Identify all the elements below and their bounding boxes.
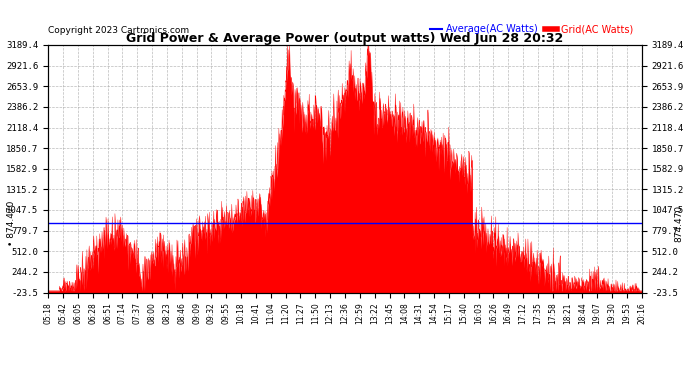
Title: Grid Power & Average Power (output watts) Wed Jun 28 20:32: Grid Power & Average Power (output watts… <box>126 32 564 45</box>
Text: 874.470: 874.470 <box>674 205 683 242</box>
Text: Copyright 2023 Cartronics.com: Copyright 2023 Cartronics.com <box>48 26 190 35</box>
Legend: Average(AC Watts), Grid(AC Watts): Average(AC Watts), Grid(AC Watts) <box>426 20 637 38</box>
Text: • 874.470: • 874.470 <box>7 201 16 246</box>
